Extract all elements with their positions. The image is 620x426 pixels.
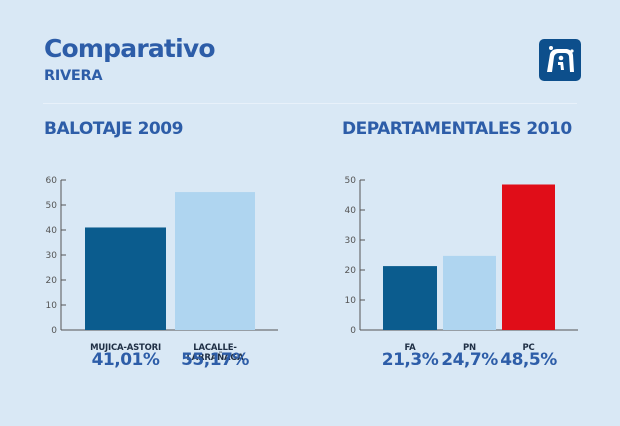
chart-departamentales-2010: 0 10 20 30 40 50 xyxy=(345,176,578,336)
bar-pc xyxy=(502,184,555,330)
page-subtitle: RIVERA xyxy=(44,68,103,84)
chart-1-title: BALOTAJE 2009 xyxy=(44,119,183,139)
chart-balotaje-2009: 0 10 20 30 40 50 60 xyxy=(46,176,278,336)
y-tick-label: 10 xyxy=(345,296,357,306)
y-tick-label: 30 xyxy=(345,236,357,246)
bar-pn xyxy=(443,255,496,330)
bar-lacalle-larrañaga xyxy=(175,192,255,330)
category-label: MUJICA-ASTORI xyxy=(90,343,161,353)
y-tick-label: 10 xyxy=(46,301,58,311)
y-tick-label: 30 xyxy=(46,251,58,261)
category-label: PN xyxy=(463,343,476,353)
y-tick-label: 50 xyxy=(46,201,58,211)
category-label: LACALLE-LARRAÑAGA xyxy=(186,343,244,363)
y-tick-label: 40 xyxy=(345,206,357,216)
value-label: 24,7% xyxy=(441,350,498,370)
y-tick-label: 0 xyxy=(350,326,356,336)
logo-glyph-icon xyxy=(547,46,574,72)
institution-logo-icon xyxy=(539,39,581,81)
y-tick-label: 0 xyxy=(51,326,57,336)
category-label: FA xyxy=(404,343,416,353)
y-tick-label: 60 xyxy=(46,176,58,186)
value-label: 48,5% xyxy=(500,350,557,370)
y-tick-label: 20 xyxy=(46,276,58,286)
y-tick-label: 40 xyxy=(46,226,58,236)
bar-mujica-astori xyxy=(85,227,166,330)
y-tick-label: 20 xyxy=(345,266,357,276)
value-label: 41,01% xyxy=(91,350,160,370)
page-title: Comparativo xyxy=(44,34,216,63)
divider xyxy=(43,103,577,104)
bar-fa xyxy=(383,266,437,330)
y-tick-label: 50 xyxy=(345,176,357,186)
category-label: PC xyxy=(522,343,535,353)
value-label: 55,17% xyxy=(181,350,249,370)
value-label: 21,3% xyxy=(381,350,439,370)
chart-2-title: DEPARTAMENTALES 2010 xyxy=(342,119,572,139)
